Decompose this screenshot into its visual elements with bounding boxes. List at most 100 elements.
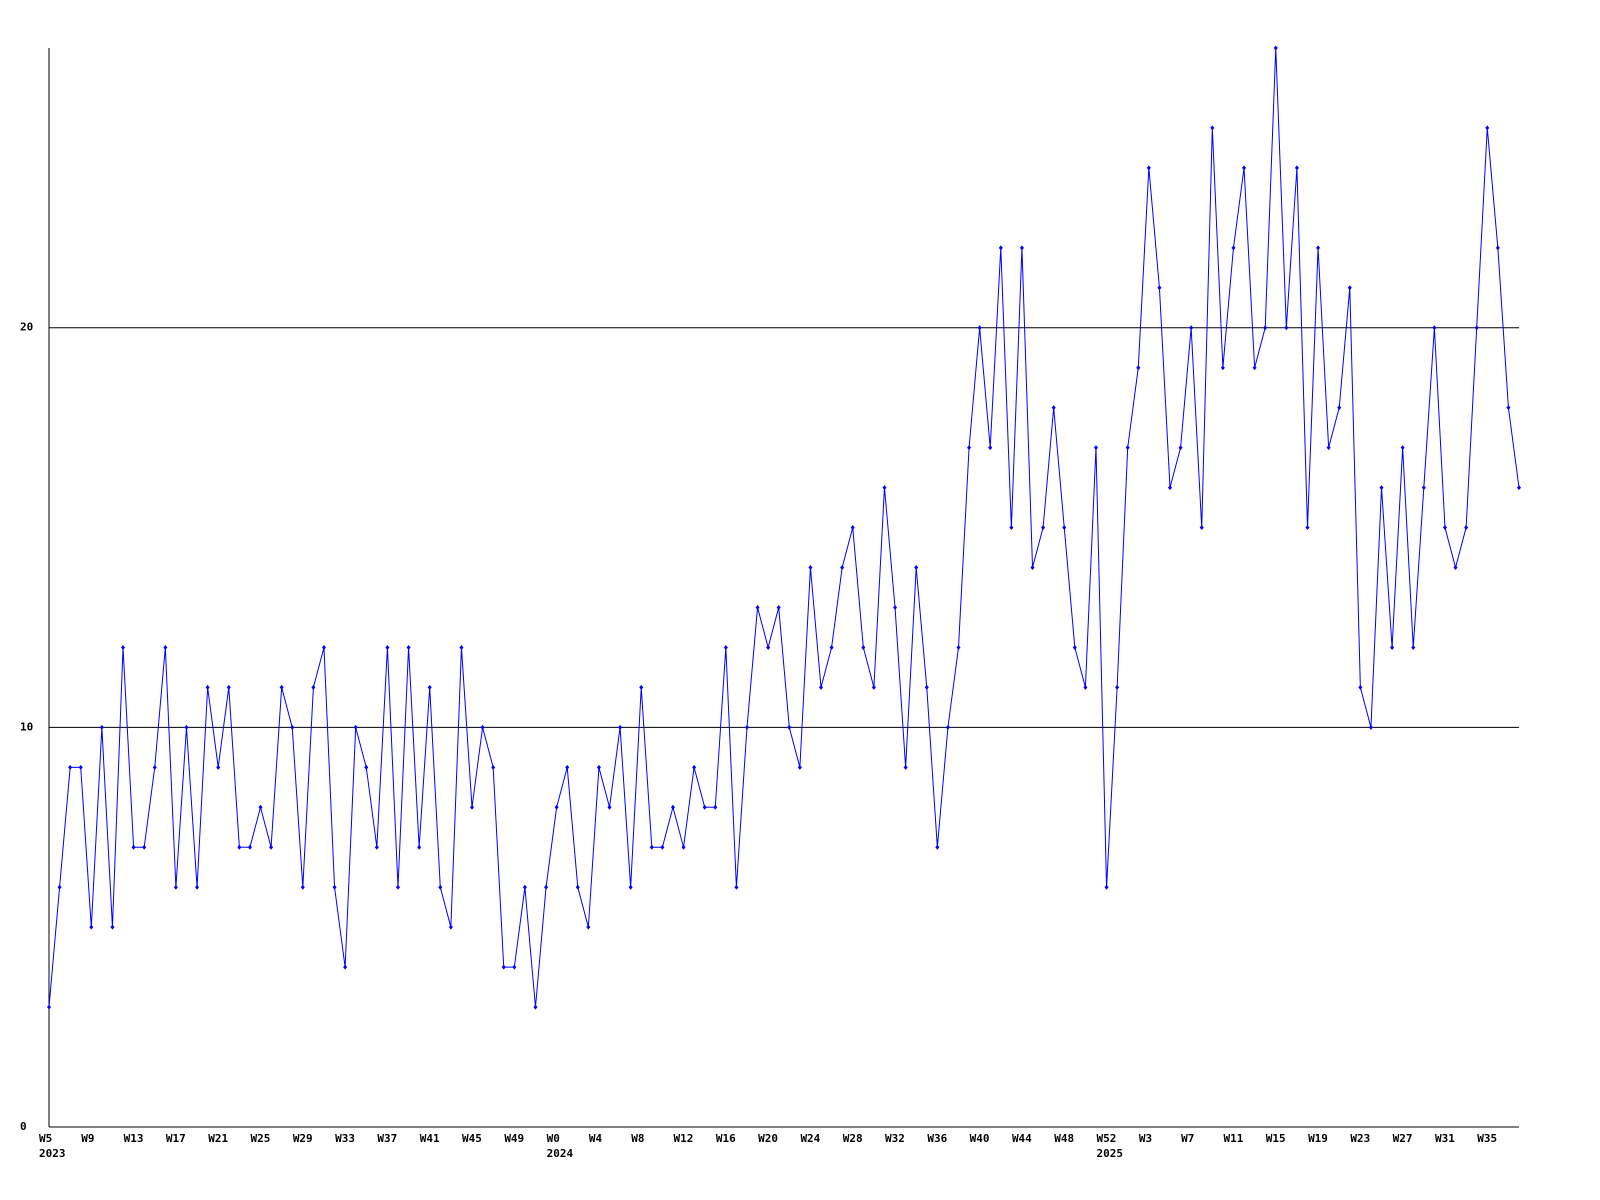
data-point (417, 844, 422, 850)
data-point (575, 884, 580, 890)
data-point (47, 1004, 51, 1010)
data-point (998, 245, 1003, 251)
data-point (121, 644, 126, 650)
data-point (173, 884, 178, 890)
x-year-label: 2025 (1097, 1147, 1124, 1160)
data-point (596, 764, 601, 770)
data-point (1136, 365, 1141, 371)
data-point (1337, 405, 1342, 411)
y-tick-label: 0 (20, 1120, 27, 1133)
data-point (533, 1004, 538, 1010)
x-tick-label: W9 (81, 1132, 94, 1145)
data-point (374, 844, 379, 850)
data-point (279, 684, 284, 690)
data-point (744, 724, 749, 730)
data-point (237, 844, 242, 850)
data-point (914, 565, 919, 571)
x-tick-label: W29 (293, 1132, 313, 1145)
data-point (1506, 405, 1511, 411)
data-point (269, 844, 274, 850)
y-tick-label: 20 (20, 321, 33, 334)
data-point (1093, 445, 1098, 451)
data-point (692, 764, 697, 770)
data-point (607, 804, 612, 810)
data-point (945, 724, 950, 730)
x-tick-label: W44 (1012, 1132, 1032, 1145)
y-tick-label: 10 (20, 720, 33, 733)
data-point (1347, 285, 1352, 291)
data-point (1464, 525, 1469, 531)
data-point (395, 884, 400, 890)
x-tick-label: W40 (970, 1132, 990, 1145)
data-point (1316, 245, 1321, 251)
x-tick-label: W11 (1223, 1132, 1243, 1145)
x-tick-label: W7 (1181, 1132, 1194, 1145)
data-point (787, 724, 792, 730)
data-point (840, 565, 845, 571)
data-point (1157, 285, 1162, 291)
data-point (247, 844, 252, 850)
data-point (290, 724, 295, 730)
data-point (628, 884, 633, 890)
data-point (618, 724, 623, 730)
x-tick-label: W20 (758, 1132, 778, 1145)
data-point (522, 884, 527, 890)
x-year-label: 2024 (547, 1147, 574, 1160)
data-point (1030, 565, 1035, 571)
x-tick-label: W41 (420, 1132, 440, 1145)
data-point (1083, 684, 1088, 690)
data-point (766, 644, 771, 650)
data-point (1242, 165, 1247, 171)
data-point (924, 684, 929, 690)
data-point (1495, 245, 1500, 251)
data-point (1421, 485, 1426, 491)
data-point (1115, 684, 1120, 690)
data-point (1358, 684, 1363, 690)
data-point (459, 644, 464, 650)
data-point (1231, 245, 1236, 251)
data-point (871, 684, 876, 690)
data-point (1072, 644, 1077, 650)
data-point (99, 724, 104, 730)
data-point (1104, 884, 1109, 890)
x-tick-label: W3 (1139, 1132, 1152, 1145)
x-tick-label: W23 (1350, 1132, 1370, 1145)
data-point (142, 844, 147, 850)
data-point (470, 804, 475, 810)
data-point (353, 724, 358, 730)
data-point (226, 684, 231, 690)
x-tick-label: W4 (589, 1132, 603, 1145)
x-tick-label: W17 (166, 1132, 186, 1145)
data-point (216, 764, 221, 770)
data-point (1474, 325, 1479, 331)
data-point (364, 764, 369, 770)
data-point (1305, 525, 1310, 531)
data-point (1284, 325, 1289, 331)
data-point (1019, 245, 1024, 251)
data-point (1485, 125, 1490, 131)
data-point (131, 844, 136, 850)
data-point (776, 604, 781, 610)
x-tick-label: W28 (843, 1132, 863, 1145)
data-point (702, 804, 707, 810)
data-point (1178, 445, 1183, 451)
data-point (385, 644, 390, 650)
data-point (861, 644, 866, 650)
data-point (681, 844, 686, 850)
data-point (639, 684, 644, 690)
data-point (163, 644, 168, 650)
x-tick-label: W31 (1435, 1132, 1455, 1145)
data-point (829, 644, 834, 650)
data-point (1220, 365, 1225, 371)
data-point (1199, 525, 1204, 531)
data-point (1189, 325, 1194, 331)
data-point (89, 924, 94, 930)
x-tick-label: W15 (1266, 1132, 1286, 1145)
x-tick-label: W45 (462, 1132, 482, 1145)
data-point (1273, 45, 1278, 51)
data-point (332, 884, 337, 890)
data-point (1442, 525, 1447, 531)
data-point (438, 884, 443, 890)
